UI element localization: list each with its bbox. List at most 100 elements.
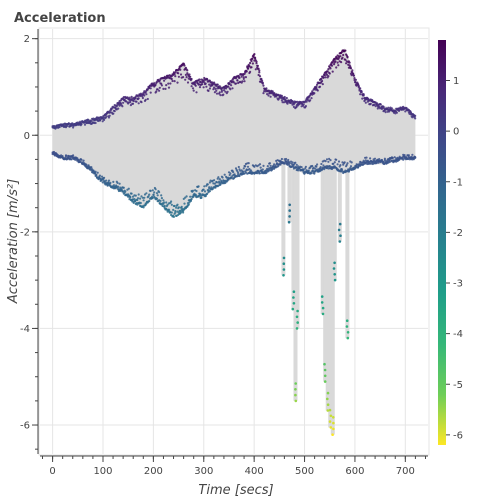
data-point: [208, 87, 211, 90]
data-point: [337, 64, 340, 67]
colorbar-gradient: [438, 40, 446, 445]
data-point: [397, 158, 401, 161]
data-point: [258, 163, 262, 166]
data-point: [170, 77, 173, 81]
colorbar-tick-label: 0: [453, 127, 459, 138]
data-point: [105, 115, 108, 118]
grid: [40, 29, 428, 454]
data-point: [259, 166, 262, 169]
data-point: [208, 186, 211, 189]
data-point: [118, 182, 121, 185]
data-point: [58, 125, 61, 129]
data-point: [373, 157, 377, 160]
data-point: [145, 192, 148, 195]
data-point: [122, 101, 125, 104]
data-point: [253, 53, 256, 56]
data-point: [344, 58, 347, 61]
dip-point: [323, 362, 326, 366]
data-point: [343, 161, 346, 164]
data-point: [165, 201, 168, 204]
data-point: [280, 157, 283, 161]
dip-point: [294, 393, 297, 397]
data-point: [289, 101, 293, 105]
data-point: [248, 65, 251, 68]
data-point: [254, 68, 257, 71]
data-point: [227, 85, 230, 88]
data-point: [255, 62, 258, 65]
data-point: [316, 163, 319, 166]
data-point: [337, 160, 341, 163]
dip-point: [329, 426, 333, 429]
data-point: [324, 160, 327, 163]
data-point: [309, 99, 312, 102]
chart-title: Acceleration: [14, 11, 106, 26]
data-point: [240, 75, 243, 78]
dip-point: [294, 382, 298, 385]
data-point: [177, 75, 180, 78]
data-point: [182, 197, 185, 200]
data-point: [250, 66, 253, 69]
data-point: [122, 186, 125, 189]
data-point: [113, 110, 116, 113]
y-tick-label: 0: [24, 131, 30, 142]
data-point: [248, 167, 251, 171]
data-point: [320, 162, 323, 166]
data-point: [387, 106, 390, 109]
data-point: [219, 94, 222, 97]
data-point: [210, 186, 213, 189]
data-point: [329, 67, 332, 70]
data-point: [94, 170, 97, 173]
data-point: [215, 181, 219, 184]
data-point: [206, 183, 209, 186]
data-point: [403, 154, 406, 157]
data-point: [310, 97, 313, 100]
data-point: [326, 70, 329, 73]
colorbar-tick-label: -2: [453, 228, 463, 239]
data-point: [206, 192, 209, 195]
data-point: [237, 171, 240, 174]
data-point: [108, 114, 111, 117]
data-point: [352, 74, 355, 77]
data-point: [98, 174, 101, 177]
data-point: [349, 165, 353, 168]
data-point: [156, 194, 159, 197]
data-point: [285, 96, 288, 100]
data-point: [172, 208, 175, 211]
data-point: [143, 94, 146, 97]
data-point: [223, 173, 226, 176]
data-point: [330, 64, 334, 67]
data-point: [127, 187, 130, 190]
data-point: [141, 95, 144, 98]
data-point: [318, 85, 322, 88]
dip-point: [339, 234, 342, 237]
y-tick-label: -6: [20, 421, 30, 432]
data-point: [215, 89, 218, 92]
data-point: [253, 165, 256, 168]
data-point: [350, 161, 353, 164]
x-tick-label: 0: [49, 466, 55, 477]
data-point: [90, 166, 93, 169]
data-point: [315, 165, 318, 168]
data-point: [134, 194, 137, 197]
data-point: [164, 87, 167, 90]
data-point: [319, 166, 322, 169]
y-tick-label: -2: [20, 227, 30, 238]
data-point: [189, 75, 192, 78]
data-point: [171, 79, 174, 83]
data-point: [333, 63, 336, 66]
data-point: [414, 117, 417, 120]
data-point: [134, 200, 137, 203]
dip-point: [323, 368, 327, 372]
data-point: [221, 176, 224, 179]
data-point: [269, 95, 272, 98]
data-point: [242, 170, 245, 173]
dip-point: [333, 278, 337, 282]
data-point: [268, 162, 271, 165]
data-point: [177, 206, 180, 209]
data-point: [339, 164, 342, 167]
data-point: [316, 89, 319, 92]
colorbar-tick-label: -5: [453, 380, 463, 391]
data-point: [66, 124, 69, 127]
data-point: [142, 199, 145, 202]
data-point: [206, 78, 209, 81]
